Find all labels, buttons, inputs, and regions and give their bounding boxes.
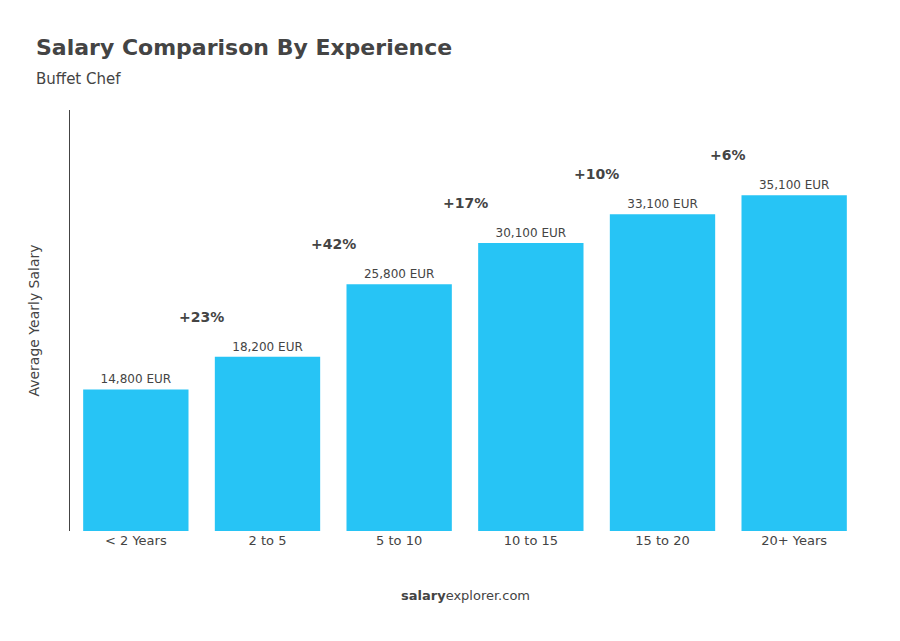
svg-text:Average Yearly Salary: Average Yearly Salary xyxy=(26,244,42,396)
svg-text:5 to 10: 5 to 10 xyxy=(376,533,422,548)
svg-text:+17%: +17% xyxy=(443,195,488,211)
svg-text:Salary Comparison By Experienc: Salary Comparison By Experience xyxy=(36,35,452,60)
svg-text:10 to 15: 10 to 15 xyxy=(504,533,558,548)
svg-text:+42%: +42% xyxy=(311,236,356,252)
svg-text:35,100 EUR: 35,100 EUR xyxy=(759,178,830,192)
svg-text:20+ Years: 20+ Years xyxy=(761,533,827,548)
svg-text:33,100 EUR: 33,100 EUR xyxy=(627,197,698,211)
svg-text:14,800 EUR: 14,800 EUR xyxy=(101,372,172,386)
svg-text:salaryexplorer.com: salaryexplorer.com xyxy=(401,588,530,603)
svg-text:30,100 EUR: 30,100 EUR xyxy=(496,226,567,240)
svg-text:Buffet Chef: Buffet Chef xyxy=(36,70,121,88)
svg-text:+10%: +10% xyxy=(574,166,619,182)
svg-text:+6%: +6% xyxy=(710,147,746,163)
svg-text:2 to 5: 2 to 5 xyxy=(249,533,287,548)
svg-text:18,200 EUR: 18,200 EUR xyxy=(232,340,303,354)
svg-text:< 2 Years: < 2 Years xyxy=(105,533,167,548)
svg-text:15 to 20: 15 to 20 xyxy=(635,533,689,548)
svg-text:25,800 EUR: 25,800 EUR xyxy=(364,267,435,281)
svg-text:+23%: +23% xyxy=(179,309,224,325)
